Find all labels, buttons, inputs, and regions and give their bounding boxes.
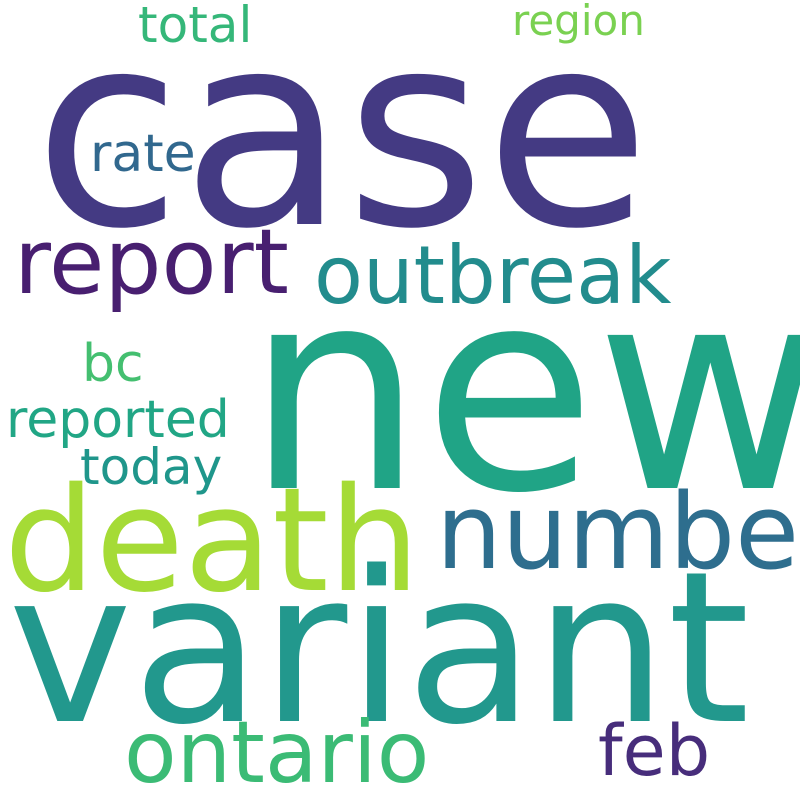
word-outbreak: outbreak xyxy=(314,229,672,322)
word-feb: feb xyxy=(598,710,711,792)
word-bc: bc xyxy=(82,334,144,394)
word-region: region xyxy=(512,0,645,45)
word-today: today xyxy=(80,438,223,496)
word-ontario: ontario xyxy=(124,703,430,800)
word-new: new xyxy=(246,229,800,555)
word-case: case xyxy=(34,0,651,288)
word-rate: rate xyxy=(90,124,196,184)
word-reported: reported xyxy=(6,390,230,450)
word-report: report xyxy=(14,210,289,315)
word-death: death xyxy=(4,456,420,624)
word-total: total xyxy=(138,0,253,54)
word-variant: variant xyxy=(8,526,750,771)
